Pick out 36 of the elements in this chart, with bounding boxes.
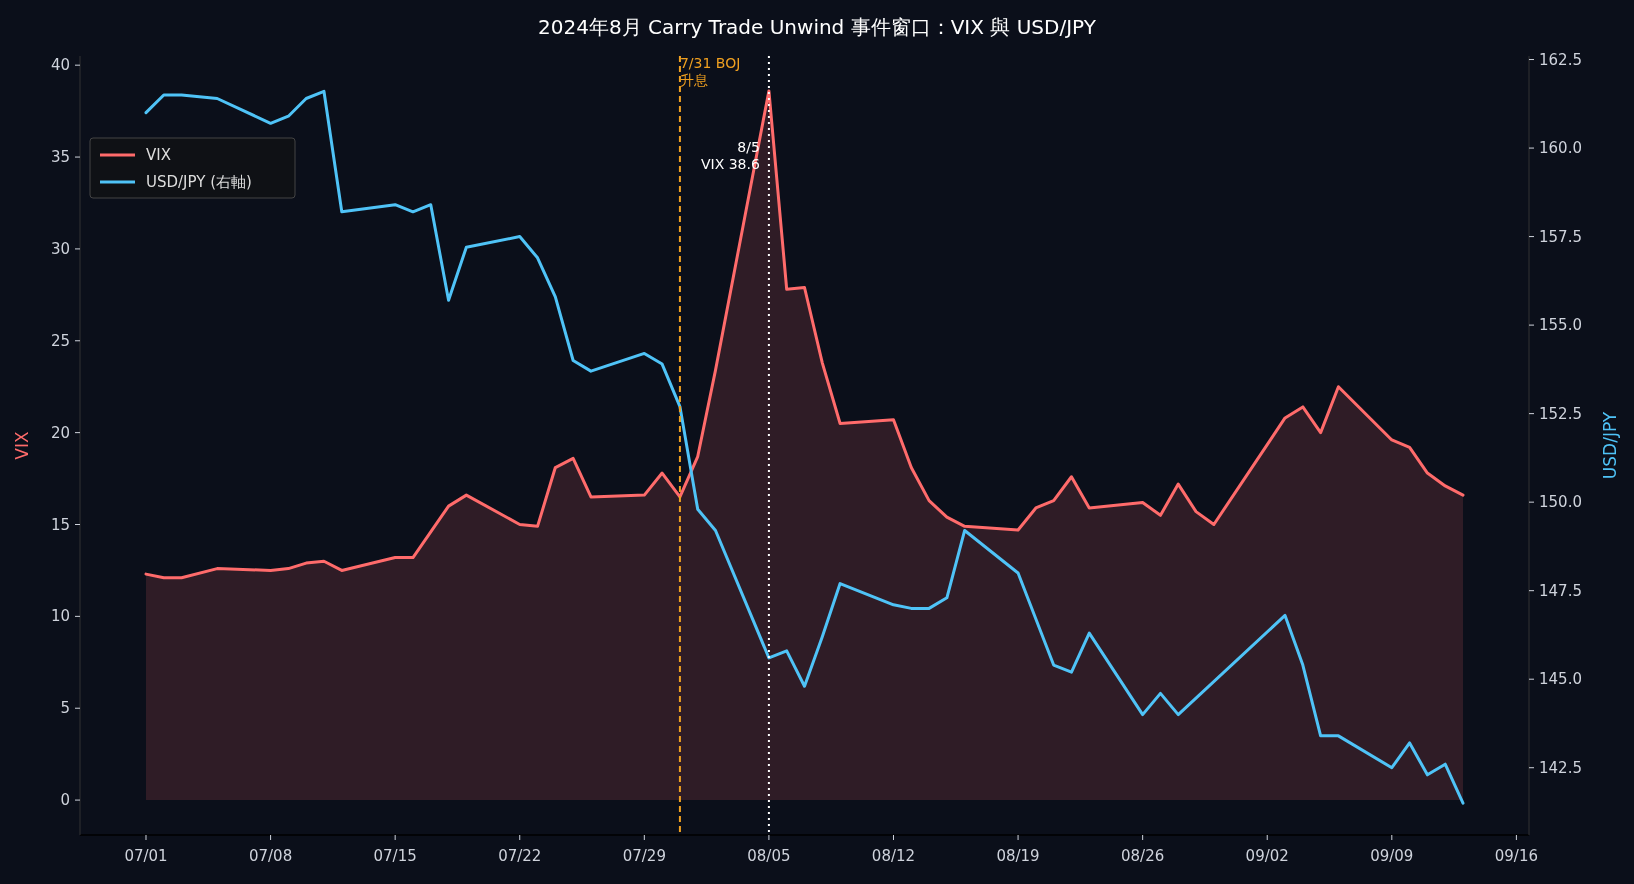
y-axis-title: VIX <box>12 431 32 460</box>
x-tick-label: 07/01 <box>124 847 168 865</box>
y-tick-label: 0 <box>60 791 70 810</box>
y2-tick-label: 145.0 <box>1539 670 1582 689</box>
y2-tick-label: 157.5 <box>1539 227 1582 246</box>
y2-tick-label: 160.0 <box>1539 139 1582 158</box>
x-tick-label: 09/16 <box>1494 847 1539 865</box>
x-tick-label: 08/19 <box>996 847 1040 865</box>
legend-label: USD/JPY (右軸) <box>146 173 252 191</box>
legend-label: VIX <box>146 146 171 164</box>
y2-tick-label: 152.5 <box>1539 404 1582 423</box>
x-tick-label: 09/09 <box>1370 847 1414 865</box>
x-tick-label: 08/26 <box>1121 847 1165 865</box>
y-tick-label: 20 <box>50 423 70 442</box>
x-tick-label: 07/22 <box>498 847 542 865</box>
x-tick-label: 08/12 <box>871 847 916 865</box>
ref-line-label: 7/31 BOJ 升息 <box>679 55 741 88</box>
chart-title: 2024年8月 Carry Trade Unwind 事件窗口：VIX 與 USD/JPY <box>538 15 1097 39</box>
y2-tick-label: 142.5 <box>1539 758 1582 777</box>
y-tick-label: 10 <box>50 607 70 626</box>
y2-tick-label: 162.5 <box>1539 50 1582 69</box>
y-tick-label: 5 <box>60 699 70 718</box>
y-tick-label: 25 <box>50 331 70 350</box>
x-tick-label: 09/02 <box>1245 847 1289 865</box>
y2-tick-label: 147.5 <box>1539 581 1582 600</box>
y-tick-label: 30 <box>50 239 70 258</box>
y-tick-label: 40 <box>50 56 70 75</box>
x-tick-label: 08/05 <box>747 847 791 865</box>
x-tick-label: 07/29 <box>622 847 666 865</box>
y2-tick-label: 150.0 <box>1539 493 1582 512</box>
x-tick-label: 07/15 <box>373 847 417 865</box>
y-tick-label: 35 <box>50 148 70 167</box>
y-tick-label: 15 <box>50 515 70 534</box>
y2-axis-title: USD/JPY <box>1600 411 1620 480</box>
y2-tick-label: 155.0 <box>1539 316 1582 335</box>
x-tick-label: 07/08 <box>248 847 293 865</box>
